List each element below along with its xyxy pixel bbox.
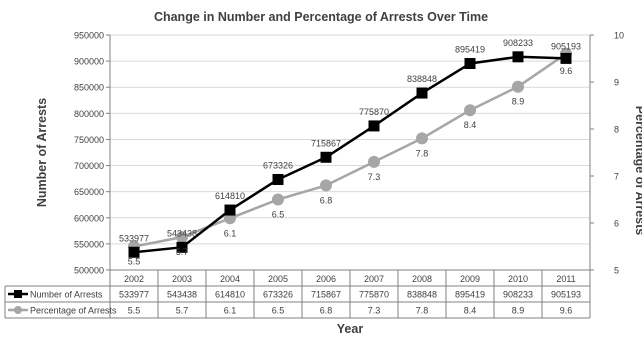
series-line-number-of-arrests xyxy=(133,55,567,254)
data-label: 614810 xyxy=(215,191,245,201)
y-left-tick-label: 750000 xyxy=(74,135,104,145)
data-label: 715867 xyxy=(311,138,341,148)
y-right-axis-title: Percentage of Arrests xyxy=(633,106,642,235)
y-left-axis-title: Number of Arrests xyxy=(35,98,49,207)
table-cell-value: 838848 xyxy=(407,290,437,300)
table-cell-value: 614810 xyxy=(215,290,245,300)
x-tick-label: 2002 xyxy=(124,274,144,284)
data-point-square xyxy=(320,151,332,163)
data-point-circle xyxy=(320,179,332,192)
x-tick-label: 2011 xyxy=(556,274,575,284)
table-cell-value: 8.4 xyxy=(464,306,477,316)
table-cell-value: 6.1 xyxy=(224,306,237,316)
data-label: 908233 xyxy=(503,38,533,48)
y-left-tick-label: 600000 xyxy=(74,213,104,223)
y-left-tick-label: 800000 xyxy=(74,109,104,119)
x-tick-label: 2009 xyxy=(460,274,480,284)
y-left-tick-label: 650000 xyxy=(74,187,104,197)
data-label: 6.8 xyxy=(320,195,333,205)
y-left-tick-label: 700000 xyxy=(74,161,104,171)
x-tick-label: 2008 xyxy=(412,274,432,284)
data-point-square xyxy=(416,87,428,99)
legend-key-marker xyxy=(14,306,22,314)
y-left-tick-label: 850000 xyxy=(74,83,104,93)
y-left-tick-label: 500000 xyxy=(74,266,104,276)
data-point-circle xyxy=(272,193,284,206)
x-tick-label: 2004 xyxy=(220,274,240,284)
y-left-tick-label: 900000 xyxy=(74,57,104,67)
x-tick-label: 2010 xyxy=(508,274,528,284)
data-point-square xyxy=(464,58,476,70)
table-cell-value: 5.7 xyxy=(176,306,189,316)
data-label: 5.7 xyxy=(176,247,189,257)
data-label: 7.3 xyxy=(368,172,381,182)
y-left-tick-label: 950000 xyxy=(74,31,104,41)
table-cell-value: 673326 xyxy=(263,290,293,300)
data-point-circle xyxy=(512,80,524,93)
data-point-square xyxy=(272,173,284,185)
legend-label: Percentage of Arrests xyxy=(30,306,117,316)
table-cell-value: 905193 xyxy=(551,290,581,300)
y-right-tick-label: 8 xyxy=(614,125,619,135)
y-left-tick-label: 550000 xyxy=(74,239,104,249)
table-cell-value: 775870 xyxy=(359,290,389,300)
data-label: 895419 xyxy=(455,45,485,55)
data-point-circle xyxy=(368,155,380,168)
y-right-tick-label: 7 xyxy=(614,172,619,182)
data-label: 5.5 xyxy=(128,257,141,267)
x-tick-label: 2007 xyxy=(364,274,384,284)
table-cell-value: 908233 xyxy=(503,290,533,300)
data-label: 543438 xyxy=(167,228,197,238)
data-point-square xyxy=(560,52,572,64)
data-point-square xyxy=(176,241,188,253)
legend-label: Number of Arrests xyxy=(30,290,103,300)
data-label: 8.9 xyxy=(512,97,525,107)
table-cell-value: 8.9 xyxy=(512,306,525,316)
table-cell-value: 6.8 xyxy=(320,306,333,316)
legend-key-marker xyxy=(14,290,22,298)
data-label: 533977 xyxy=(119,233,149,243)
chart-title: Change in Number and Percentage of Arres… xyxy=(154,10,488,24)
data-label: 8.4 xyxy=(464,120,477,130)
y-right-tick-label: 5 xyxy=(614,266,619,276)
data-point-circle xyxy=(176,231,188,244)
x-tick-label: 2005 xyxy=(268,274,288,284)
table-cell-value: 543438 xyxy=(167,290,197,300)
table-cell-value: 9.6 xyxy=(560,306,573,316)
data-point-square xyxy=(128,246,140,258)
data-label: 673326 xyxy=(263,160,293,170)
table-cell-value: 7.3 xyxy=(368,306,381,316)
data-point-square xyxy=(224,204,236,216)
data-label: 9.6 xyxy=(560,66,573,76)
data-label: 6.1 xyxy=(224,228,237,238)
data-point-square xyxy=(512,51,524,63)
y-right-tick-label: 10 xyxy=(614,31,624,41)
data-label: 905193 xyxy=(551,41,581,51)
table-cell-value: 6.5 xyxy=(272,306,285,316)
data-label: 6.5 xyxy=(272,210,285,220)
data-point-circle xyxy=(464,104,476,117)
table-cell-value: 533977 xyxy=(119,290,149,300)
data-label: 838848 xyxy=(407,74,437,84)
data-label: 7.8 xyxy=(416,148,429,158)
data-point-square xyxy=(368,120,380,132)
x-axis-title: Year xyxy=(337,322,364,336)
y-right-tick-label: 6 xyxy=(614,219,619,229)
table-cell-value: 5.5 xyxy=(128,306,141,316)
table-cell-value: 7.8 xyxy=(416,306,429,316)
data-label: 775870 xyxy=(359,107,389,117)
y-right-tick-label: 9 xyxy=(614,78,619,88)
table-cell-value: 715867 xyxy=(311,290,341,300)
x-tick-label: 2003 xyxy=(172,274,192,284)
data-point-circle xyxy=(416,132,428,145)
x-tick-label: 2006 xyxy=(316,274,336,284)
table-cell-value: 895419 xyxy=(455,290,485,300)
